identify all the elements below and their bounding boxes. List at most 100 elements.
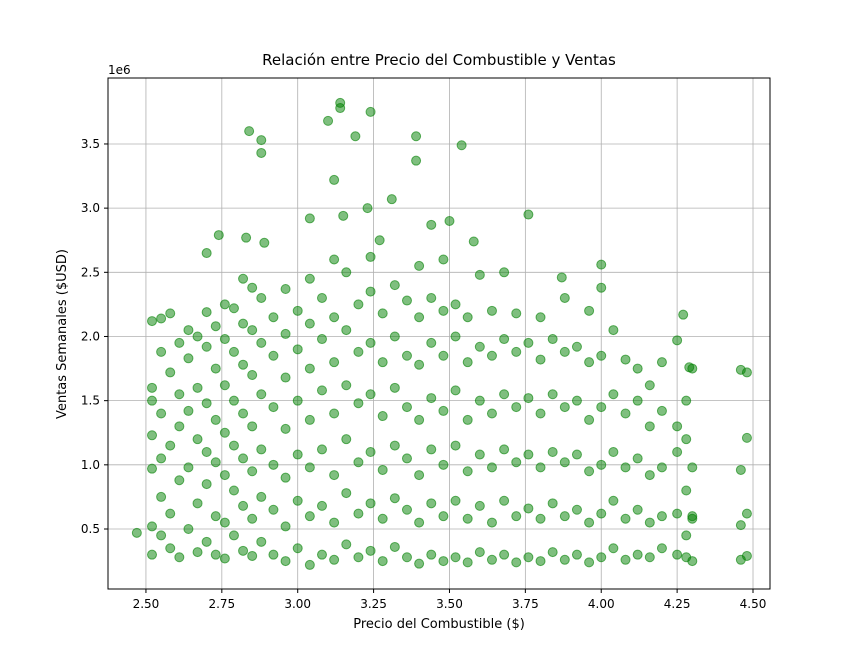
point bbox=[377, 411, 388, 422]
point bbox=[672, 335, 683, 346]
point bbox=[316, 334, 327, 345]
x-tick-label: 3.25 bbox=[360, 597, 387, 611]
point bbox=[247, 325, 258, 336]
point bbox=[656, 511, 667, 522]
point bbox=[414, 260, 425, 271]
point bbox=[596, 508, 607, 519]
point bbox=[183, 462, 194, 473]
point bbox=[174, 475, 185, 486]
point bbox=[559, 402, 570, 413]
point bbox=[547, 334, 558, 345]
point bbox=[462, 466, 473, 477]
point bbox=[341, 434, 352, 445]
point bbox=[192, 547, 203, 558]
point bbox=[401, 552, 412, 563]
point bbox=[584, 557, 595, 568]
point bbox=[210, 363, 221, 374]
point bbox=[210, 457, 221, 468]
point bbox=[486, 554, 497, 565]
point bbox=[365, 286, 376, 297]
point bbox=[681, 485, 692, 496]
point bbox=[268, 459, 279, 470]
points bbox=[131, 97, 752, 570]
point bbox=[672, 549, 683, 560]
point bbox=[426, 292, 437, 303]
point bbox=[426, 549, 437, 560]
point bbox=[304, 318, 315, 329]
point bbox=[156, 408, 167, 419]
point bbox=[147, 430, 158, 441]
point bbox=[280, 521, 291, 532]
point bbox=[210, 414, 221, 425]
point bbox=[474, 395, 485, 406]
point bbox=[687, 462, 698, 473]
point bbox=[735, 520, 746, 531]
point bbox=[741, 508, 752, 519]
point bbox=[401, 295, 412, 306]
point bbox=[656, 462, 667, 473]
point bbox=[304, 414, 315, 425]
point bbox=[210, 511, 221, 522]
point bbox=[365, 545, 376, 556]
point bbox=[353, 508, 364, 519]
point bbox=[147, 463, 158, 474]
x-tick-label: 3.50 bbox=[436, 597, 463, 611]
point bbox=[316, 292, 327, 303]
point bbox=[338, 210, 349, 221]
point bbox=[681, 434, 692, 445]
point bbox=[584, 466, 595, 477]
point bbox=[165, 308, 176, 319]
point bbox=[474, 500, 485, 511]
point bbox=[341, 325, 352, 336]
point bbox=[210, 549, 221, 560]
point bbox=[147, 316, 158, 327]
y-tick-label: 0.5 bbox=[81, 522, 100, 536]
point bbox=[414, 312, 425, 323]
point bbox=[535, 513, 546, 524]
point bbox=[474, 269, 485, 280]
point bbox=[450, 385, 461, 396]
point bbox=[687, 513, 698, 524]
point bbox=[486, 350, 497, 361]
point bbox=[292, 495, 303, 506]
point bbox=[280, 423, 291, 434]
point bbox=[329, 254, 340, 265]
point bbox=[238, 273, 249, 284]
y-tick-label: 1.5 bbox=[81, 394, 100, 408]
point bbox=[511, 511, 522, 522]
point bbox=[389, 382, 400, 393]
point bbox=[596, 402, 607, 413]
point bbox=[426, 498, 437, 509]
point bbox=[316, 385, 327, 396]
point bbox=[644, 552, 655, 563]
point bbox=[535, 354, 546, 365]
point bbox=[292, 543, 303, 554]
point bbox=[486, 408, 497, 419]
point bbox=[596, 350, 607, 361]
point bbox=[335, 103, 346, 114]
point bbox=[535, 556, 546, 567]
point bbox=[547, 547, 558, 558]
point bbox=[201, 341, 212, 352]
point bbox=[511, 346, 522, 357]
point bbox=[268, 504, 279, 515]
point bbox=[219, 553, 230, 564]
point bbox=[219, 517, 230, 528]
point bbox=[523, 337, 534, 348]
point bbox=[644, 380, 655, 391]
point bbox=[268, 549, 279, 560]
y-tick-label: 3.5 bbox=[81, 137, 100, 151]
point bbox=[156, 313, 167, 324]
point bbox=[365, 446, 376, 457]
point bbox=[656, 357, 667, 368]
point bbox=[329, 312, 340, 323]
point bbox=[608, 495, 619, 506]
point bbox=[377, 357, 388, 368]
point bbox=[247, 550, 258, 561]
point bbox=[268, 312, 279, 323]
point bbox=[559, 292, 570, 303]
point bbox=[256, 491, 267, 502]
point bbox=[280, 328, 291, 339]
point bbox=[341, 380, 352, 391]
